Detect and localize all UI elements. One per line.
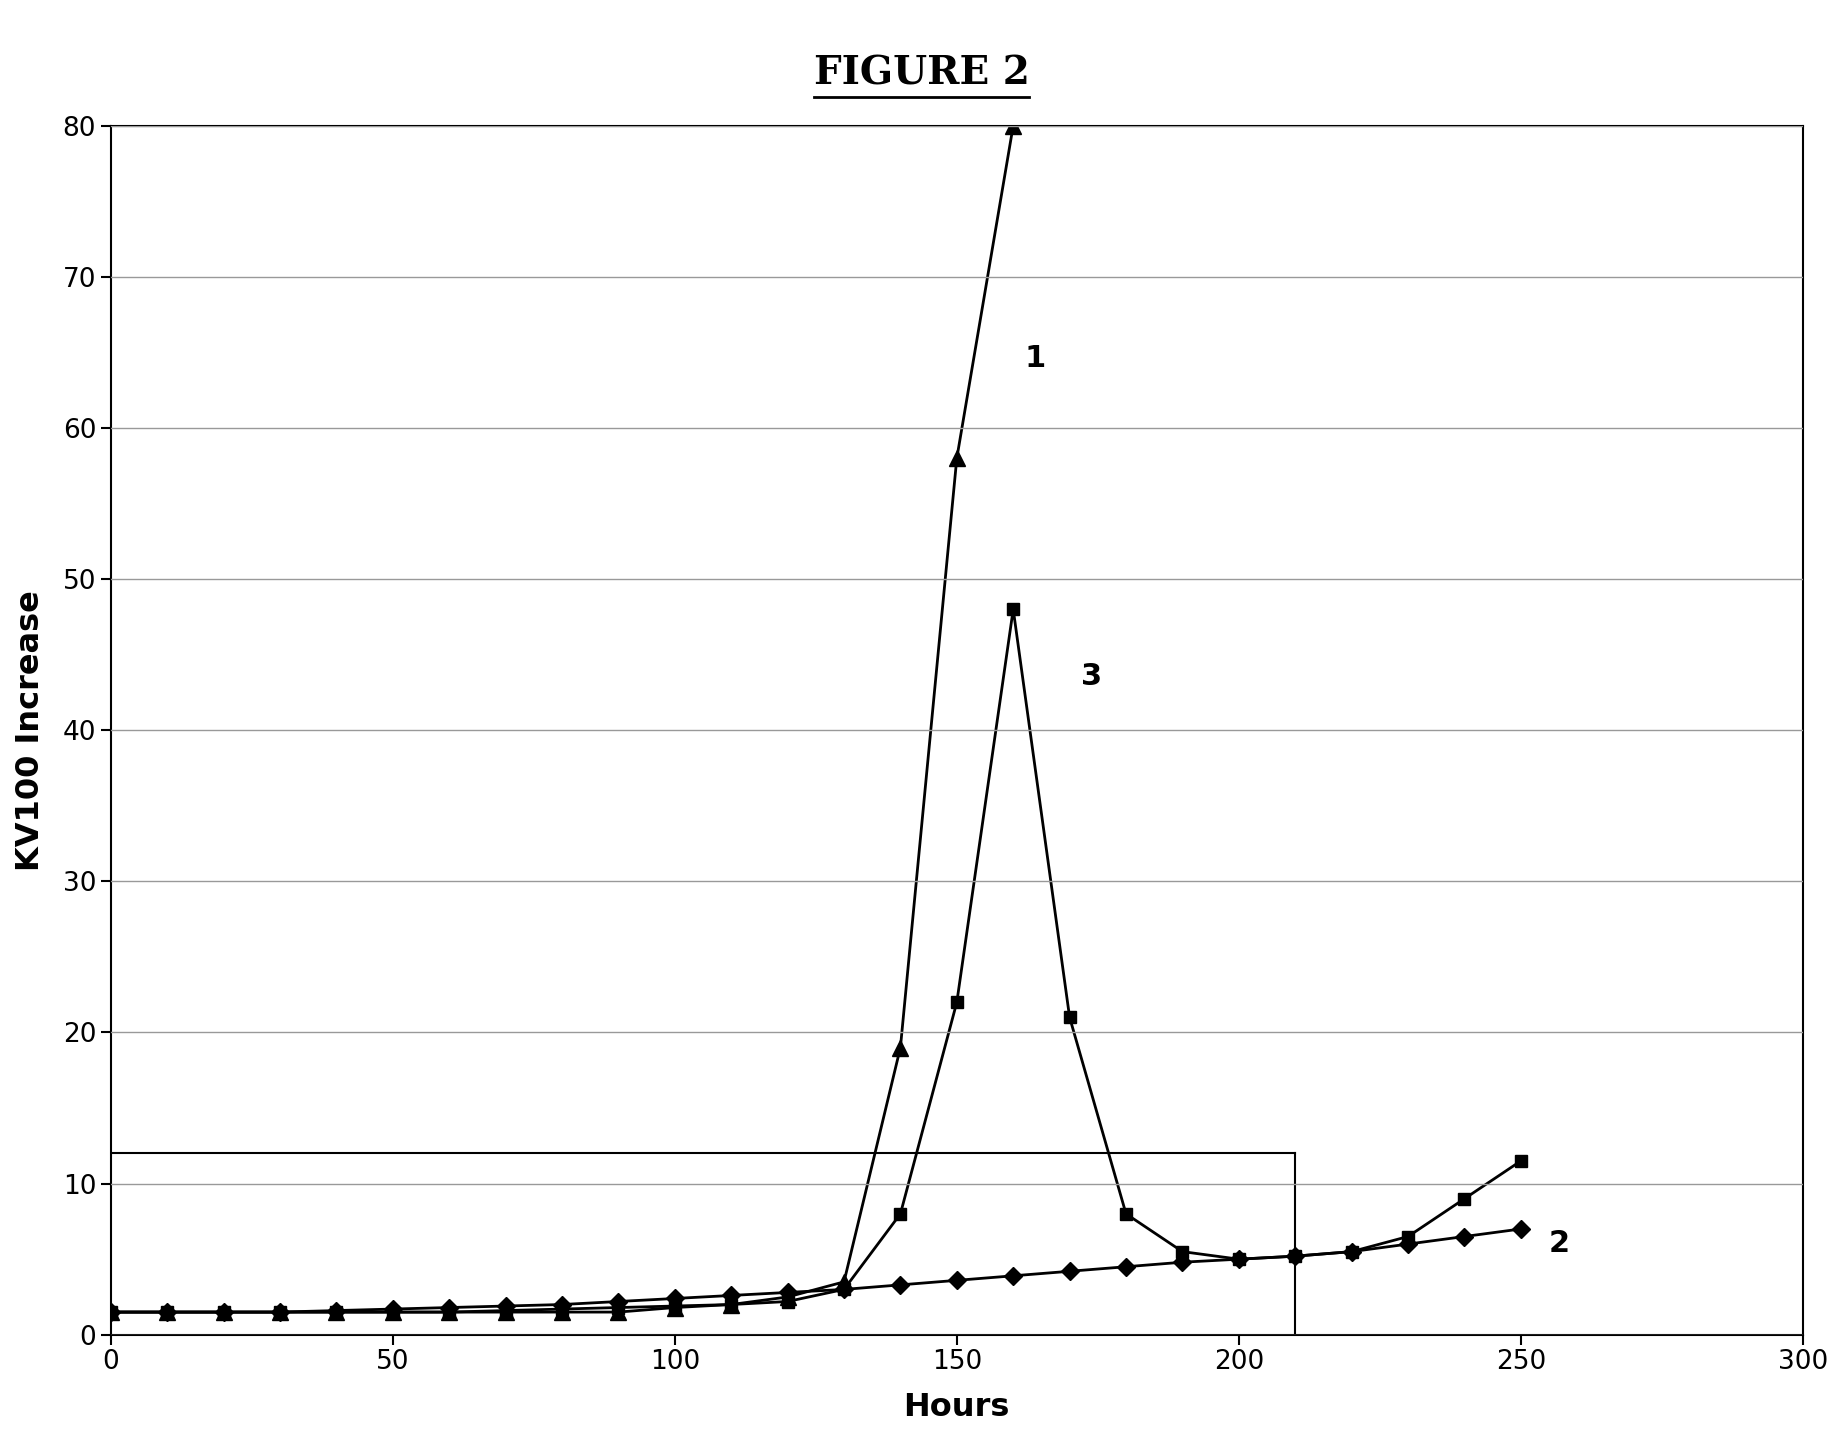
Text: 2: 2	[1550, 1228, 1570, 1258]
Y-axis label: KV100 Increase: KV100 Increase	[15, 590, 46, 870]
Text: 3: 3	[1080, 661, 1102, 690]
Text: FIGURE 2: FIGURE 2	[813, 55, 1030, 92]
X-axis label: Hours: Hours	[903, 1392, 1010, 1424]
Text: 1: 1	[1025, 345, 1045, 374]
